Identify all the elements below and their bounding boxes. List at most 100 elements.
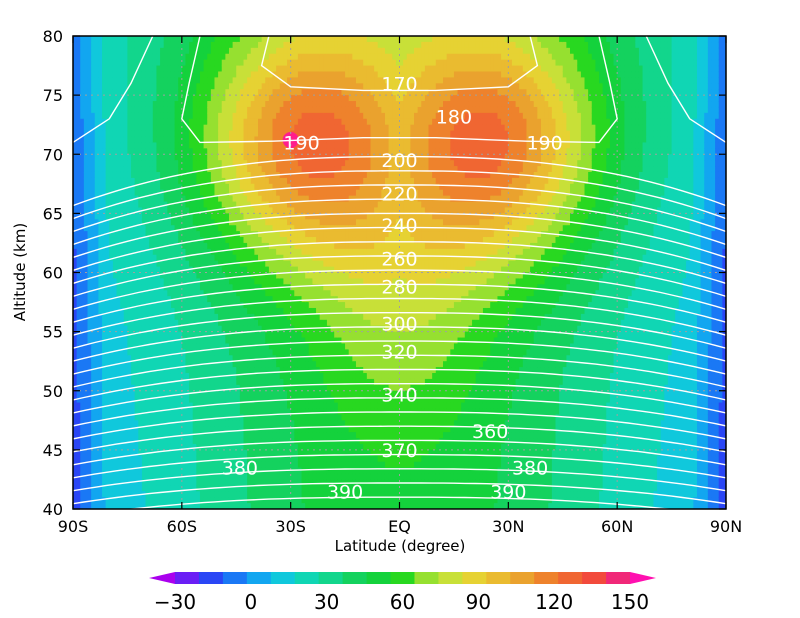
wind-field-cell [87,278,92,285]
wind-field-cell [138,443,143,451]
wind-field-cell [141,296,147,303]
wind-field-cell [94,491,99,498]
wind-field-cell [149,106,154,114]
wind-field-cell [272,201,277,209]
wind-field-cell [276,148,281,155]
wind-field-cell [294,497,299,504]
wind-field-cell [109,384,114,392]
wind-field-cell [145,183,150,191]
wind-field-cell [141,325,147,333]
wind-field-cell [156,284,161,291]
wind-field-cell [73,77,78,84]
wind-field-cell [91,118,96,126]
wind-field-cell [236,367,241,374]
wind-field-cell [91,83,96,90]
wind-field-cell [116,83,121,90]
wind-field-cell [138,237,143,244]
wind-field-cell [138,319,143,327]
wind-field-cell [94,408,99,415]
wind-field-cell [261,367,266,374]
wind-field-cell [181,485,187,492]
wind-field-cell [152,148,158,155]
wind-field-cell [254,402,259,410]
wind-field-cell [156,319,161,327]
wind-field-cell [283,248,288,256]
wind-field-cell [276,89,281,96]
wind-field-cell [243,302,248,309]
wind-field-cell [83,106,89,114]
wind-field-cell [232,231,237,238]
wind-field-cell [94,95,99,102]
wind-field-cell [199,213,205,220]
wind-field-cell [243,124,248,132]
wind-field-cell [73,278,78,285]
wind-field-cell [199,59,205,67]
wind-field-cell [261,166,266,173]
wind-field-cell [109,183,114,191]
wind-field-cell [239,290,245,297]
wind-field-cell [116,432,121,439]
wind-field-cell [181,36,187,43]
wind-field-cell [221,171,226,179]
wind-field-cell [199,396,205,404]
wind-field-cell [196,290,201,297]
wind-field-cell [80,41,85,49]
wind-field-cell [294,485,299,492]
wind-field-cell [156,331,161,339]
wind-field-cell [73,307,78,315]
wind-field-cell [236,219,241,226]
wind-field-cell [268,118,274,126]
wind-field-cell [279,189,285,197]
wind-field-cell [225,461,230,469]
wind-field-cell [210,65,216,73]
wind-field-cell [199,248,205,256]
wind-field-cell [268,278,274,285]
wind-field-cell [250,254,255,262]
wind-field-cell [196,248,201,256]
wind-field-cell [109,307,114,315]
wind-field-cell [232,319,237,327]
wind-field-cell [91,373,96,380]
wind-field-cell [149,402,154,410]
wind-field-cell [199,420,205,427]
wind-field-cell [189,479,194,486]
wind-field-cell [109,59,114,67]
wind-field-cell [163,171,168,179]
wind-field-cell [87,95,92,102]
wind-field-cell [232,432,237,439]
wind-field-cell [87,479,92,486]
wind-field-cell [218,231,223,238]
wind-field-cell [189,284,194,291]
wind-field-cell [80,83,85,90]
wind-field-cell [91,443,96,451]
wind-field-cell [156,177,161,185]
wind-field-cell [221,473,226,481]
wind-field-cell [250,266,255,274]
wind-field-cell [276,361,281,368]
wind-field-cell [225,65,230,73]
wind-field-cell [152,101,158,108]
wind-field-cell [141,213,147,220]
wind-field-cell [239,373,245,380]
wind-field-cell [80,183,85,191]
wind-field-cell [87,213,92,220]
wind-field-cell [87,272,92,280]
wind-field-cell [181,408,187,415]
wind-field-cell [203,390,208,398]
wind-field-cell [123,166,129,173]
wind-field-cell [276,65,281,73]
wind-field-cell [80,272,85,280]
wind-field-cell [73,177,78,185]
wind-field-cell [167,101,172,108]
wind-field-cell [87,467,92,475]
wind-field-cell [199,272,205,280]
wind-field-cell [123,408,129,415]
wind-field-cell [283,101,288,108]
wind-field-cell [167,497,172,504]
wind-field-cell [192,201,197,209]
wind-field-cell [290,65,295,73]
wind-field-cell [218,47,223,55]
wind-field-cell [138,101,143,108]
wind-field-cell [261,290,266,297]
wind-field-cell [254,237,259,244]
